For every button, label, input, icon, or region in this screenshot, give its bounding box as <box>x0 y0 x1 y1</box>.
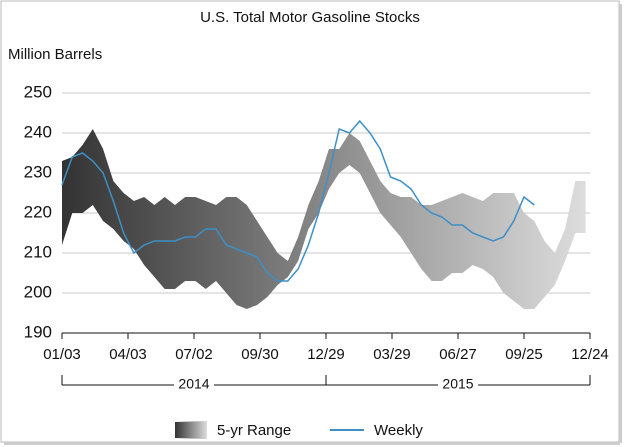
group-label-bg <box>438 377 478 393</box>
y-tick-label: 190 <box>24 322 52 341</box>
x-tick-label: 12/29 <box>307 346 345 363</box>
x-tick-label: 09/30 <box>241 346 279 363</box>
year-label: 2015 <box>442 376 473 392</box>
year-label: 2014 <box>178 376 209 392</box>
range-band <box>62 129 586 309</box>
x-tick-label: 01/03 <box>43 346 81 363</box>
weekly-line <box>61 119 535 282</box>
group-label-bg <box>174 377 214 393</box>
y-tick-label: 230 <box>24 162 52 181</box>
y-tick-label: 220 <box>24 202 52 221</box>
legend-label: 5-yr Range <box>217 422 291 439</box>
x-tick-label: 04/03 <box>109 346 147 363</box>
y-tick-label: 210 <box>24 242 52 261</box>
x-tick-label: 07/02 <box>175 346 213 363</box>
y-tick-label: 250 <box>24 82 52 101</box>
y-tick-label: 240 <box>24 122 52 141</box>
x-tick-label: 06/27 <box>439 346 477 363</box>
chart-title: U.S. Total Motor Gasoline Stocks <box>200 9 420 26</box>
y-tick-label: 200 <box>24 282 52 301</box>
y-axis-label: Million Barrels <box>8 46 102 63</box>
x-tick-label: 09/25 <box>505 346 543 363</box>
x-tick-label: 03/29 <box>373 346 411 363</box>
legend-swatch <box>175 421 207 439</box>
legend-label: Weekly <box>374 422 423 439</box>
x-tick-label: 12/24 <box>571 346 609 363</box>
